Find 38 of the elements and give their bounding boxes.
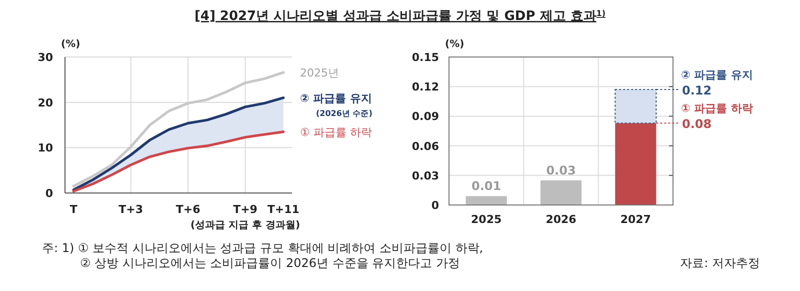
series-label: 2025년	[300, 66, 339, 80]
y-tick-label: 0	[45, 187, 54, 200]
text: ① 파급률 하락	[681, 102, 753, 116]
y-tick-label: 0.09	[412, 110, 439, 124]
y-tick-label: 0	[431, 199, 440, 212]
series-label: ① 파급률 하락	[300, 126, 372, 139]
text: 주: 1) ① 보수적 시나리오에서는 성과급 규모 확대에 비례하여 소비파급률이 하락,	[42, 241, 484, 255]
y-tick-label: 0.06	[412, 140, 440, 153]
y-tick-label: 30	[38, 51, 54, 64]
y-axis-title: (%)	[61, 39, 80, 50]
text: (2026년 수준)	[316, 108, 372, 118]
text: 자료: 저자추정	[680, 256, 760, 270]
y-tick-label: 0.15	[412, 51, 439, 64]
line-series	[72, 71, 285, 188]
y-tick-label: 10	[38, 142, 54, 155]
total-label: 0.01	[472, 179, 502, 194]
y-tick-label: 0.03	[412, 169, 439, 182]
series-label: ② 파급률 유지	[300, 92, 372, 105]
x-tick-label: T+11	[267, 203, 300, 216]
line-series	[72, 130, 285, 192]
data-label: 0.08	[682, 117, 712, 132]
total-label: 0.03	[546, 163, 576, 178]
x-axis-title: (성과급 지급 후 경과월)	[190, 220, 300, 231]
text: ② 상방 시나리오에서는 소비파급률이 2026년 수준을 유지한다고 가정	[80, 256, 460, 270]
bar	[466, 196, 507, 205]
bar	[540, 180, 582, 205]
y-tick-label: 0.12	[412, 80, 439, 94]
x-tick-label: T	[70, 203, 78, 216]
x-tick-label: T+3	[118, 203, 143, 216]
total-label: 0.12	[682, 84, 712, 98]
y-axis-title: (%)	[445, 39, 464, 50]
y-tick-label: 20	[38, 96, 54, 110]
x-tick-label: 2027	[620, 213, 651, 226]
x-tick-label: 2026	[546, 213, 577, 226]
x-tick-label: T+9	[233, 203, 258, 216]
x-tick-label: 2025	[471, 213, 502, 226]
text: ② 파급률 유지	[681, 68, 753, 82]
x-tick-label: T+6	[176, 203, 201, 216]
